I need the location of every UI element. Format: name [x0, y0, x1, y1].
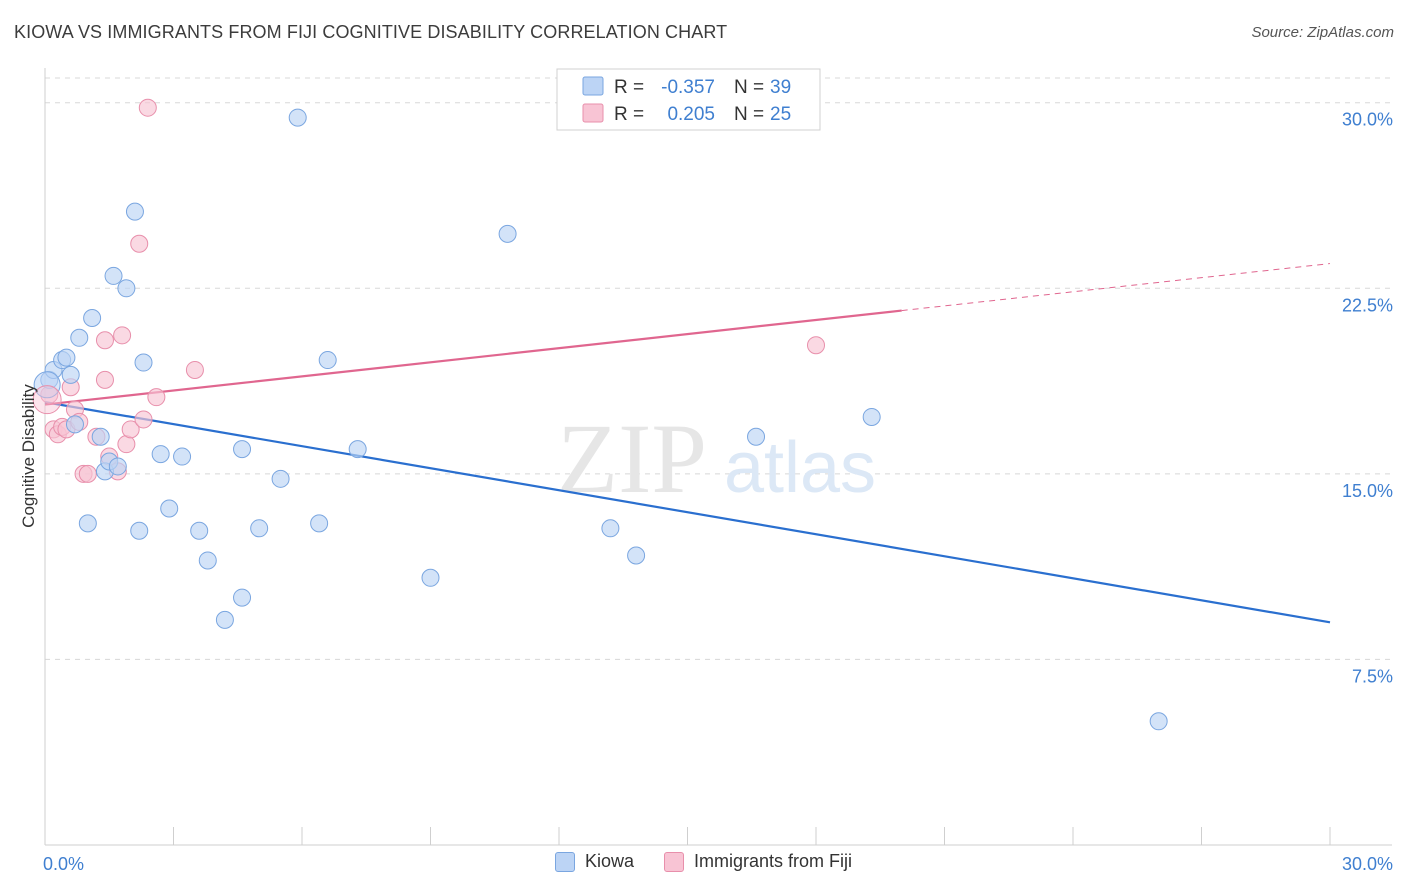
- watermark: ZIP atlas: [557, 403, 876, 514]
- legend-box: R = -0.357 N = 39 R = 0.205 N = 25: [556, 68, 821, 131]
- kiowa-point: [117, 279, 136, 298]
- legend-swatch-fiji: [582, 103, 604, 123]
- kiowa-point: [198, 551, 217, 570]
- y-tick-label: 22.5%: [1342, 295, 1393, 315]
- kiowa-point: [78, 514, 97, 533]
- kiowa-point: [33, 371, 61, 399]
- kiowa-point: [104, 266, 123, 285]
- fiji-point: [78, 464, 97, 483]
- kiowa-point: [160, 499, 179, 518]
- kiowa-point: [310, 514, 329, 533]
- kiowa-point: [151, 445, 170, 464]
- legend-r-value-1: 0.205: [667, 104, 715, 125]
- legend-n-label-1: N =: [734, 104, 764, 125]
- kiowa-point: [288, 108, 307, 127]
- kiowa-point: [130, 521, 149, 540]
- kiowa-point: [627, 546, 646, 565]
- trend-lines: [44, 263, 1331, 624]
- source-label: Source: ZipAtlas.com: [1251, 24, 1394, 41]
- kiowa-point: [601, 519, 620, 538]
- fiji-point: [95, 331, 114, 350]
- fiji-point: [32, 385, 62, 415]
- kiowa-point: [233, 588, 252, 607]
- axes: [44, 68, 1392, 846]
- legend-swatch-kiowa-bottom: [555, 851, 575, 872]
- y-axis-label: Cognitive Disability: [19, 384, 38, 528]
- fiji-point: [807, 336, 825, 355]
- legend-n-value-1: 25: [770, 104, 791, 125]
- legend-r-label-1: R =: [614, 104, 644, 125]
- x-tick-label: 30.0%: [1342, 854, 1393, 874]
- kiowa-point: [862, 407, 881, 426]
- kiowa-point: [348, 440, 367, 459]
- legend-item-fiji[interactable]: Immigrants from Fiji: [664, 851, 852, 872]
- trend-line-kiowa: [44, 401, 1331, 624]
- kiowa-point: [233, 440, 252, 459]
- fiji-point: [113, 326, 132, 345]
- kiowa-point: [61, 365, 80, 384]
- fiji-point: [134, 410, 153, 429]
- kiowa-point: [173, 447, 192, 466]
- watermark-atlas: atlas: [724, 428, 876, 508]
- legend-n-value-0: 39: [770, 77, 791, 98]
- legend-label-kiowa: Kiowa: [585, 851, 635, 871]
- kiowa-point: [271, 469, 290, 488]
- kiowa-point: [1149, 712, 1168, 731]
- kiowa-point: [91, 427, 110, 446]
- kiowa-point: [108, 457, 127, 476]
- legend-item-kiowa[interactable]: Kiowa: [555, 851, 634, 872]
- grid-lines: [45, 77, 1392, 660]
- fiji-point: [185, 360, 204, 379]
- fiji-point: [117, 435, 136, 454]
- legend-label-fiji: Immigrants from Fiji: [694, 851, 853, 871]
- x-tick-label: 0.0%: [43, 854, 84, 874]
- data-points: [32, 98, 1168, 731]
- kiowa-point: [747, 427, 766, 446]
- kiowa-point: [57, 348, 76, 367]
- kiowa-point: [83, 308, 102, 327]
- y-tick-label: 7.5%: [1352, 666, 1393, 686]
- kiowa-point: [125, 202, 144, 221]
- y-tick-label: 15.0%: [1342, 481, 1393, 501]
- fiji-point: [147, 388, 166, 407]
- y-tick-label: 30.0%: [1342, 110, 1393, 130]
- legend-n-label-0: N =: [734, 77, 764, 98]
- fiji-point: [138, 98, 157, 117]
- fiji-point: [95, 370, 114, 389]
- kiowa-point: [250, 519, 269, 538]
- legend-r-value-0: -0.357: [661, 77, 715, 98]
- legend-r-label-0: R =: [614, 77, 644, 98]
- kiowa-point: [215, 610, 234, 629]
- kiowa-point: [65, 415, 84, 434]
- legend-swatch-fiji-bottom: [664, 851, 685, 872]
- kiowa-point: [70, 328, 89, 347]
- trend-line-fiji: [44, 309, 902, 406]
- kiowa-point: [421, 568, 440, 587]
- kiowa-point: [134, 353, 153, 372]
- kiowa-point: [498, 224, 517, 243]
- kiowa-point: [190, 521, 209, 540]
- tick-labels: 7.5% 15.0% 22.5% 30.0% 0.0% 30.0%: [43, 110, 1393, 874]
- chart-title: KIOWA VS IMMIGRANTS FROM FIJI COGNITIVE …: [14, 22, 728, 42]
- watermark-zip: ZIP: [557, 403, 707, 514]
- fiji-point: [121, 420, 140, 439]
- fiji-point: [130, 234, 149, 253]
- kiowa-point: [318, 351, 337, 370]
- legend-bottom: Kiowa Immigrants from Fiji: [555, 851, 882, 872]
- legend-swatch-kiowa: [582, 76, 604, 96]
- trend-line-fiji-extension: [901, 263, 1331, 312]
